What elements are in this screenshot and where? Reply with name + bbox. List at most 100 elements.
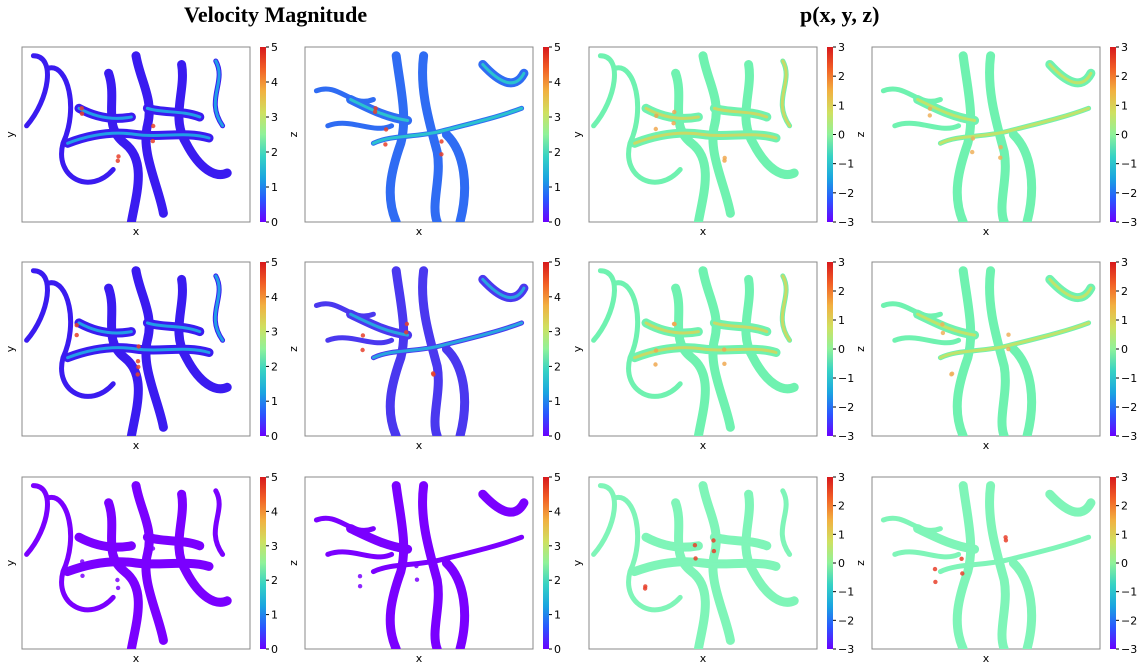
vessel-segment bbox=[671, 68, 710, 222]
colorbar-tick-label: 5 bbox=[271, 471, 278, 484]
vessel-segment bbox=[441, 130, 470, 222]
x-axis-label: x bbox=[700, 652, 707, 665]
colorbar-tick-label: 1 bbox=[1121, 314, 1128, 327]
vessel-highlight bbox=[481, 63, 526, 85]
vessel-segment bbox=[385, 266, 409, 436]
colorbar bbox=[1110, 477, 1116, 649]
x-axis-label: x bbox=[983, 652, 990, 665]
vessel-highlight bbox=[712, 535, 769, 548]
colorbar-tick-label: 1 bbox=[1121, 528, 1128, 541]
panel-r1c3: x y −3 −2 −1 0 1 2 3 bbox=[571, 41, 854, 238]
colorbar-tick-label: 2 bbox=[1121, 70, 1128, 83]
vessel-segment bbox=[418, 51, 443, 222]
vessel-segment bbox=[892, 120, 962, 131]
colorbar-tick-label: 2 bbox=[554, 574, 561, 587]
hot-spot bbox=[959, 556, 964, 561]
colorbar-tick-label: 0 bbox=[554, 430, 561, 443]
vessel-segment bbox=[174, 489, 232, 607]
vessel-highlight bbox=[145, 321, 202, 334]
hot-spot bbox=[360, 347, 365, 353]
panel-r2c1: x y 0 1 2 3 4 5 bbox=[4, 256, 278, 452]
vessel-highlight bbox=[349, 527, 410, 551]
hot-spot bbox=[672, 109, 677, 115]
hot-spot bbox=[653, 126, 658, 132]
vessel-highlight bbox=[916, 312, 977, 337]
colorbar-tick-label: −1 bbox=[838, 586, 854, 599]
x-axis-label: x bbox=[983, 225, 990, 238]
hot-spot bbox=[423, 535, 428, 540]
x-axis-label: x bbox=[983, 439, 990, 452]
colorbar bbox=[260, 262, 266, 436]
vessel-segment bbox=[741, 60, 799, 179]
vessel-segment bbox=[24, 268, 50, 343]
hot-spot bbox=[642, 586, 648, 591]
y-axis-label: y bbox=[571, 345, 584, 352]
hot-spot bbox=[136, 344, 141, 349]
y-axis-label: z bbox=[854, 131, 867, 137]
colorbar-tick-label: 0 bbox=[554, 643, 561, 656]
hot-spot bbox=[150, 546, 156, 551]
hot-spot bbox=[960, 571, 965, 576]
colorbar-tick-label: 1 bbox=[1121, 99, 1128, 112]
colorbar-tick-label: 5 bbox=[271, 41, 278, 54]
hot-spot bbox=[940, 322, 945, 327]
vessel-field bbox=[591, 51, 799, 222]
colorbar-tick-label: 4 bbox=[554, 76, 561, 89]
hot-spot bbox=[404, 321, 410, 327]
velocity-magnitude-title: Velocity Magnitude bbox=[184, 2, 368, 27]
vessel-segment bbox=[418, 266, 443, 436]
colorbar-tick-label: 1 bbox=[838, 528, 845, 541]
vessel-highlight bbox=[77, 321, 133, 335]
colorbar-tick-label: −2 bbox=[1121, 614, 1137, 627]
vessel-segment bbox=[880, 515, 943, 533]
colorbar-tick-label: 0 bbox=[1121, 557, 1128, 570]
vessel-highlight bbox=[349, 98, 410, 122]
colorbar-tick-label: 2 bbox=[554, 146, 561, 159]
vessel-segment bbox=[892, 335, 962, 346]
colorbar-tick-label: 1 bbox=[838, 314, 845, 327]
y-axis-label: y bbox=[4, 131, 17, 138]
hot-spot bbox=[80, 573, 85, 578]
vessel-segment bbox=[104, 498, 143, 649]
vessel-segment bbox=[880, 86, 943, 104]
colorbar-tick-label: 3 bbox=[838, 471, 845, 484]
hot-spot bbox=[414, 563, 419, 569]
hot-spot bbox=[115, 585, 121, 591]
colorbar-tick-label: 4 bbox=[271, 505, 278, 518]
hot-spot bbox=[439, 152, 444, 157]
colorbar-tick-label: 3 bbox=[554, 326, 561, 339]
hot-spot bbox=[933, 579, 938, 585]
colorbar-tick-label: 2 bbox=[838, 500, 845, 513]
colorbar-tick-label: 4 bbox=[554, 291, 561, 304]
colorbar-tick-label: 3 bbox=[1121, 471, 1128, 484]
vessel-field bbox=[313, 266, 529, 436]
colorbar bbox=[543, 262, 549, 436]
vessel-highlight bbox=[66, 346, 211, 360]
hot-spot bbox=[722, 361, 727, 366]
vessel-segment bbox=[385, 51, 409, 222]
colorbar-tick-label: 2 bbox=[1121, 285, 1128, 298]
hot-spot bbox=[439, 139, 444, 144]
hot-spot bbox=[671, 121, 676, 126]
vessel-highlight bbox=[66, 131, 211, 145]
hot-spot bbox=[722, 155, 727, 161]
vessel-highlight bbox=[213, 489, 225, 556]
vessel-highlight bbox=[644, 321, 700, 335]
vessel-highlight bbox=[145, 106, 202, 119]
x-axis-label: x bbox=[133, 439, 140, 452]
vessel-segment bbox=[880, 301, 943, 319]
colorbar-tick-label: 1 bbox=[271, 609, 278, 622]
hot-spot bbox=[115, 158, 121, 163]
colorbar-tick-label: 4 bbox=[554, 505, 561, 518]
vessel-segment bbox=[671, 498, 710, 649]
colorbar-tick-label: 3 bbox=[271, 111, 278, 124]
colorbar-tick-label: −3 bbox=[1121, 216, 1137, 229]
colorbar-tick-label: 1 bbox=[554, 181, 561, 194]
vessel-segment bbox=[46, 280, 116, 399]
colorbar-tick-label: 3 bbox=[271, 540, 278, 553]
hot-spot bbox=[711, 548, 717, 554]
vessel-segment bbox=[46, 65, 116, 185]
hot-spot bbox=[135, 359, 141, 364]
vessel-segment bbox=[104, 283, 143, 436]
colorbar-tick-label: −1 bbox=[1121, 372, 1137, 385]
